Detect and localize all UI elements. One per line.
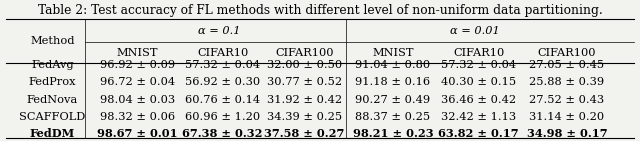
Text: 25.88 ± 0.39: 25.88 ± 0.39 bbox=[529, 77, 605, 87]
Text: FedProx: FedProx bbox=[29, 77, 76, 87]
Text: CIFAR100: CIFAR100 bbox=[275, 48, 334, 58]
Text: Method: Method bbox=[30, 36, 75, 46]
Text: 91.04 ± 0.80: 91.04 ± 0.80 bbox=[355, 60, 431, 70]
Text: 32.00 ± 0.50: 32.00 ± 0.50 bbox=[267, 60, 342, 70]
Text: 90.27 ± 0.49: 90.27 ± 0.49 bbox=[355, 95, 431, 104]
Text: 31.14 ± 0.20: 31.14 ± 0.20 bbox=[529, 112, 605, 122]
Text: FedDM: FedDM bbox=[30, 128, 75, 139]
Text: Table 2: Test accuracy of FL methods with different level of non-uniform data pa: Table 2: Test accuracy of FL methods wit… bbox=[38, 4, 602, 16]
Text: 56.92 ± 0.30: 56.92 ± 0.30 bbox=[185, 77, 260, 87]
Text: 31.92 ± 0.42: 31.92 ± 0.42 bbox=[267, 95, 342, 104]
Text: 63.82 ± 0.17: 63.82 ± 0.17 bbox=[438, 128, 519, 139]
Text: 67.38 ± 0.32: 67.38 ± 0.32 bbox=[182, 128, 263, 139]
Text: 91.18 ± 0.16: 91.18 ± 0.16 bbox=[355, 77, 431, 87]
Text: 96.72 ± 0.04: 96.72 ± 0.04 bbox=[100, 77, 175, 87]
Text: 34.39 ± 0.25: 34.39 ± 0.25 bbox=[267, 112, 342, 122]
Text: 57.32 ± 0.04: 57.32 ± 0.04 bbox=[185, 60, 260, 70]
Text: 98.67 ± 0.01: 98.67 ± 0.01 bbox=[97, 128, 178, 139]
Text: 88.37 ± 0.25: 88.37 ± 0.25 bbox=[355, 112, 431, 122]
Text: α = 0.1: α = 0.1 bbox=[198, 26, 241, 36]
Text: SCAFFOLD: SCAFFOLD bbox=[19, 112, 86, 122]
Text: FedNova: FedNova bbox=[27, 95, 78, 104]
Text: 37.58 ± 0.27: 37.58 ± 0.27 bbox=[264, 128, 345, 139]
Text: 36.46 ± 0.42: 36.46 ± 0.42 bbox=[441, 95, 516, 104]
Text: 60.96 ± 1.20: 60.96 ± 1.20 bbox=[185, 112, 260, 122]
Text: 40.30 ± 0.15: 40.30 ± 0.15 bbox=[441, 77, 516, 87]
Text: MNIST: MNIST bbox=[372, 48, 413, 58]
Text: CIFAR10: CIFAR10 bbox=[197, 48, 248, 58]
Text: 98.32 ± 0.06: 98.32 ± 0.06 bbox=[100, 112, 175, 122]
Text: 32.42 ± 1.13: 32.42 ± 1.13 bbox=[441, 112, 516, 122]
Text: CIFAR100: CIFAR100 bbox=[538, 48, 596, 58]
Text: 57.32 ± 0.04: 57.32 ± 0.04 bbox=[441, 60, 516, 70]
Text: 27.05 ± 0.45: 27.05 ± 0.45 bbox=[529, 60, 605, 70]
Text: 30.77 ± 0.52: 30.77 ± 0.52 bbox=[267, 77, 342, 87]
Text: 27.52 ± 0.43: 27.52 ± 0.43 bbox=[529, 95, 605, 104]
Text: α = 0.01: α = 0.01 bbox=[450, 26, 500, 36]
Text: 98.21 ± 0.23: 98.21 ± 0.23 bbox=[353, 128, 433, 139]
Text: 34.98 ± 0.17: 34.98 ± 0.17 bbox=[527, 128, 607, 139]
Text: CIFAR10: CIFAR10 bbox=[453, 48, 504, 58]
Text: 96.92 ± 0.09: 96.92 ± 0.09 bbox=[100, 60, 175, 70]
Text: 98.04 ± 0.03: 98.04 ± 0.03 bbox=[100, 95, 175, 104]
Text: FedAvg: FedAvg bbox=[31, 60, 74, 70]
Text: MNIST: MNIST bbox=[117, 48, 158, 58]
Text: 60.76 ± 0.14: 60.76 ± 0.14 bbox=[185, 95, 260, 104]
